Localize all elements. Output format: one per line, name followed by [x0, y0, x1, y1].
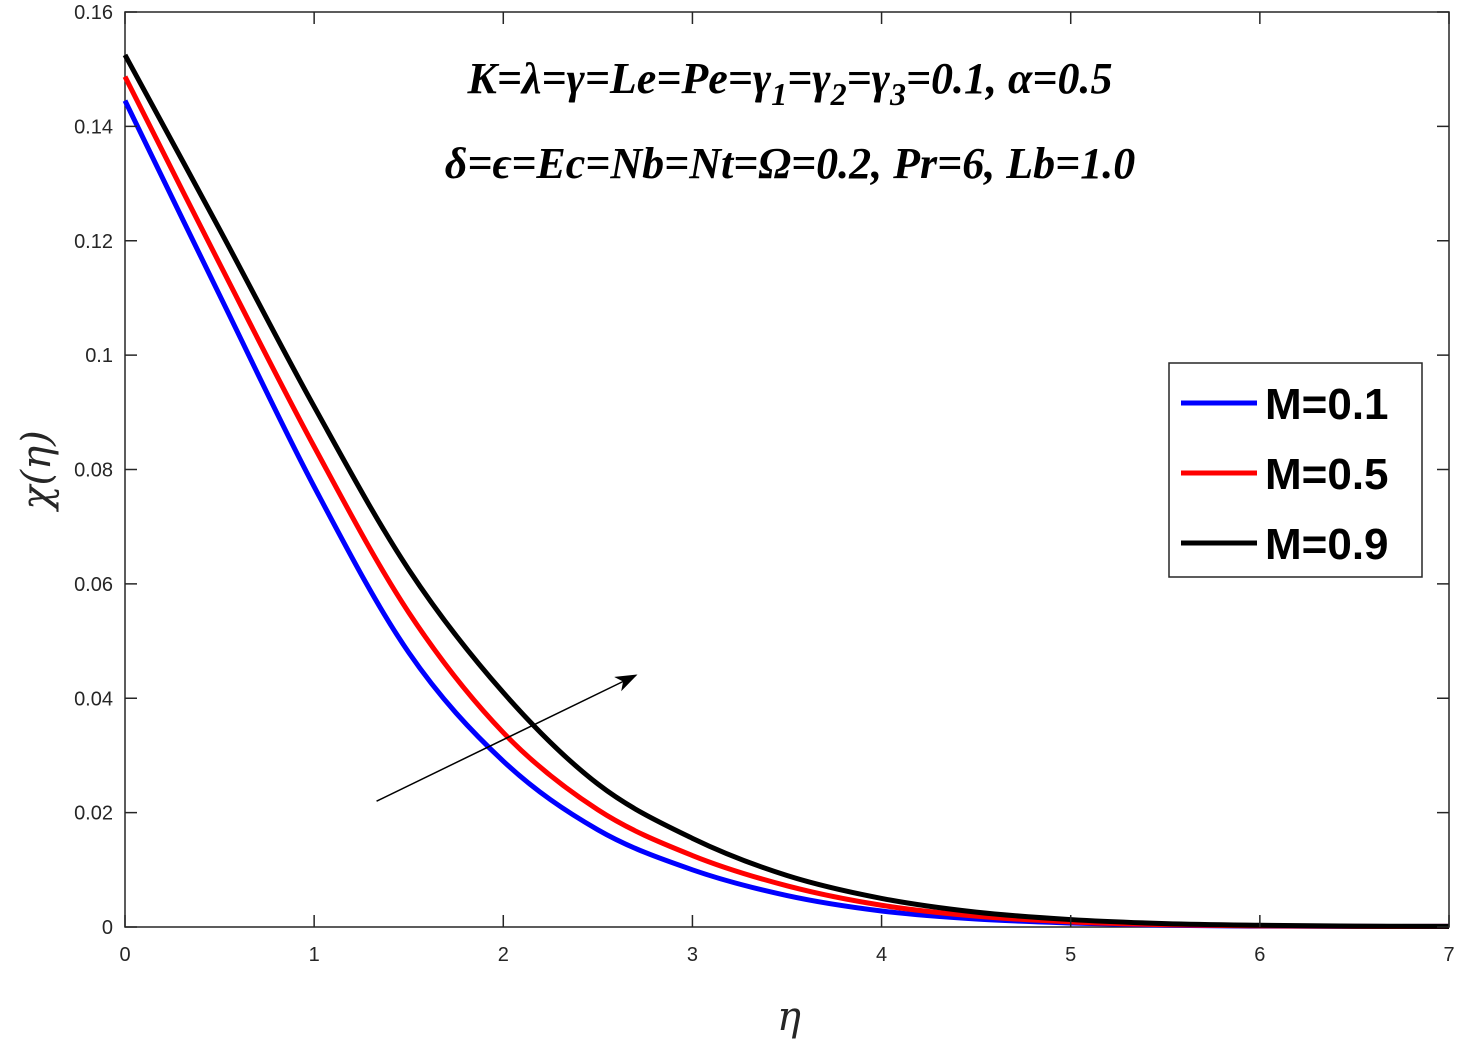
y-tick-label: 0.16	[74, 2, 113, 24]
y-tick-label: 0.08	[74, 460, 113, 482]
ticks-layer: 0 1 2 3 4 5 6 7 0 0.02 0.04 0.06 0.08 0.1 0.12 0.14 0.16	[74, 2, 1455, 966]
series-layer	[122, 53, 1450, 929]
series-line-3	[122, 53, 1450, 929]
trend-arrow	[376, 674, 638, 802]
annotation-layer: K=λ=γ=Le=Pe=γ1=γ2=γ3=0.1, α=0.5 δ=ϵ=Ec=N…	[376, 54, 1135, 802]
annotation-line-1: K=λ=γ=Le=Pe=γ1=γ2=γ3=0.1, α=0.5	[467, 54, 1113, 112]
y-tick-label: 0.12	[74, 231, 113, 253]
legend: M=0.1 M=0.5 M=0.9	[1168, 362, 1423, 578]
x-tick-label: 6	[1254, 944, 1265, 966]
y-tick-label: 0.1	[85, 345, 113, 367]
x-tick-label: 7	[1443, 944, 1454, 966]
legend-label-1: M=0.1	[1265, 380, 1389, 429]
y-axis-label: χ(η)	[14, 430, 60, 512]
y-tick-label: 0.04	[74, 688, 113, 710]
y-tick-label: 0	[102, 917, 113, 939]
y-tick-label: 0.02	[74, 803, 113, 825]
legend-label-3: M=0.9	[1265, 520, 1389, 569]
annotation-line-2: δ=ϵ=Ec=Nb=Nt=Ω=0.2, Pr=6, Lb=1.0	[445, 139, 1135, 188]
x-tick-label: 5	[1065, 944, 1076, 966]
x-tick-label: 3	[687, 944, 698, 966]
x-tick-label: 0	[119, 944, 130, 966]
y-tick-label: 0.06	[74, 574, 113, 596]
x-tick-label: 1	[309, 944, 320, 966]
y-tick-label: 0.14	[74, 116, 113, 138]
legend-label-2: M=0.5	[1265, 450, 1389, 499]
x-axis-label: η	[777, 994, 801, 1040]
x-tick-label: 4	[876, 944, 887, 966]
x-tick-label: 2	[498, 944, 509, 966]
